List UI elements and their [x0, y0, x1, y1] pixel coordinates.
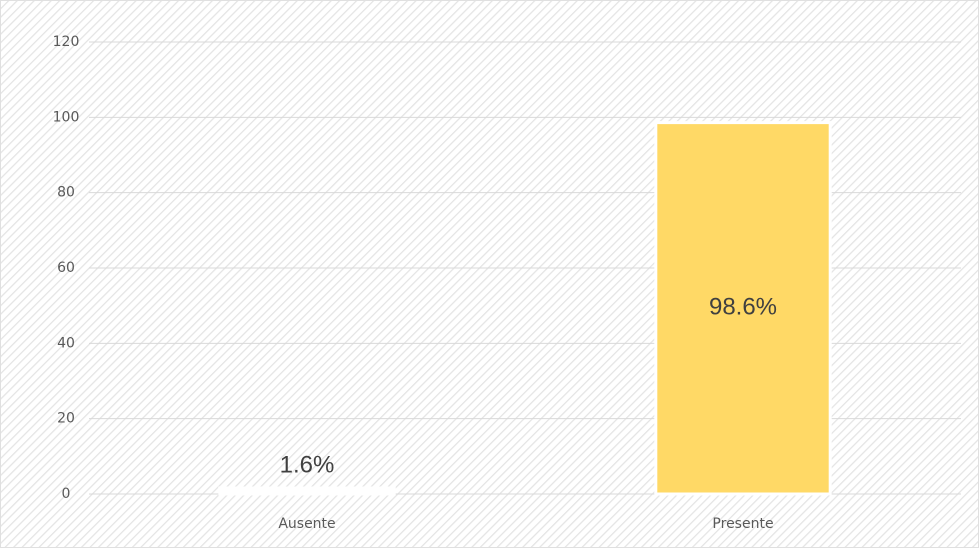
data-label: 98.6%: [709, 294, 777, 321]
x-tick-label: Ausente: [278, 516, 335, 532]
y-tick-label: 60: [57, 260, 75, 276]
y-tick-label: 100: [53, 109, 80, 125]
bar: [218, 486, 396, 496]
y-tick-label: 40: [57, 335, 75, 351]
bar: [654, 121, 832, 496]
y-tick-label: 120: [53, 34, 80, 50]
y-tick-label: 80: [57, 185, 75, 201]
x-tick-label: Presente: [712, 516, 773, 532]
y-tick-label: 20: [57, 411, 75, 427]
data-label: 1.6%: [280, 451, 335, 478]
y-tick-label: 0: [62, 486, 71, 502]
